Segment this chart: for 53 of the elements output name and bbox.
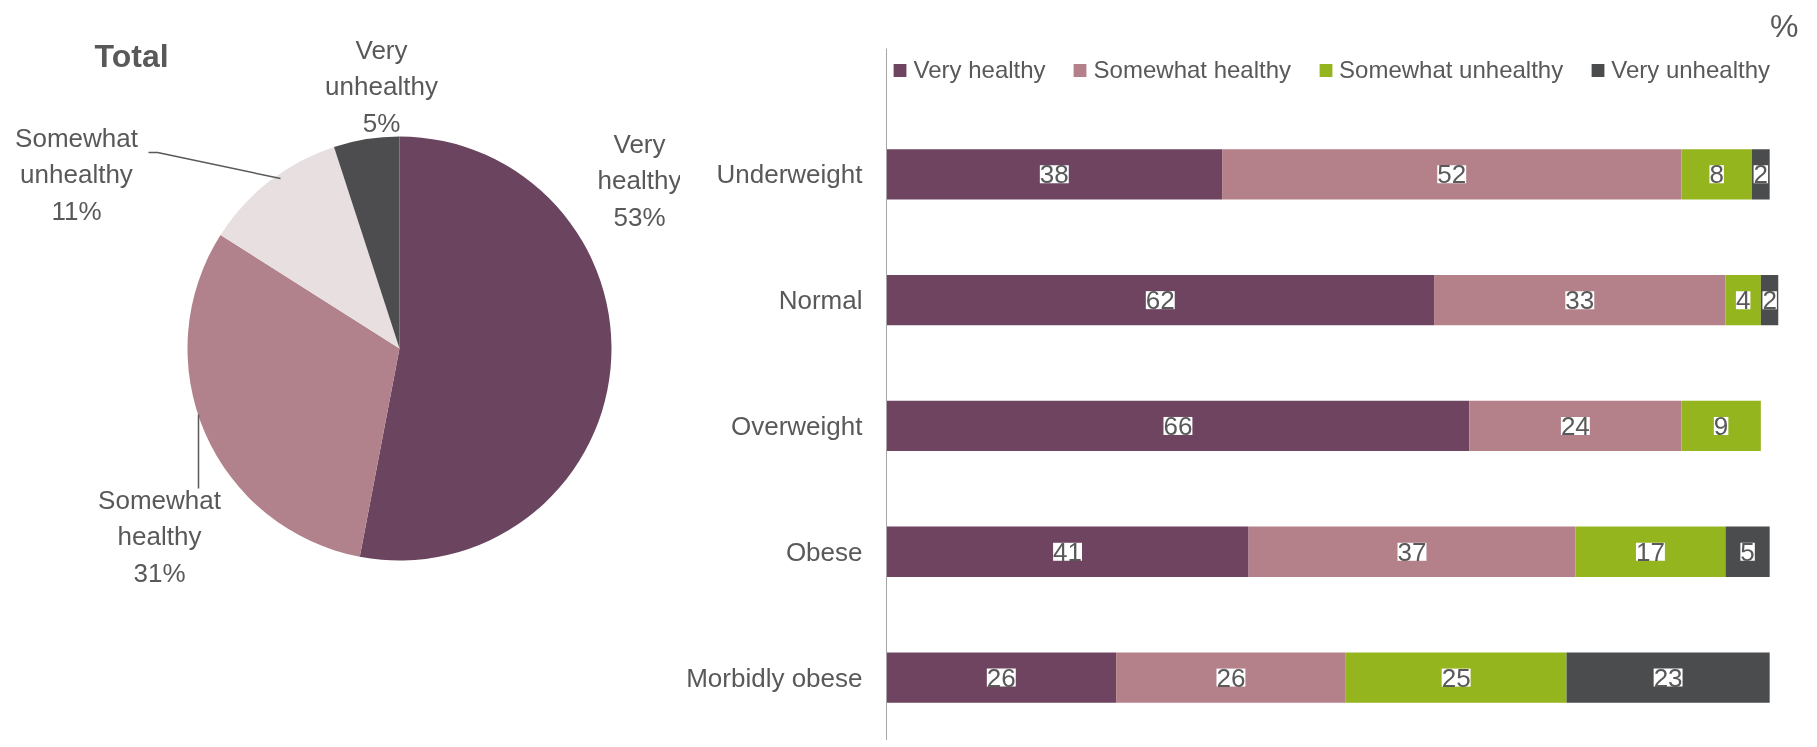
data-label: 66 [1163, 410, 1193, 441]
bar [886, 274, 1435, 326]
slice-label: Very unhealthy [325, 34, 438, 102]
x-axis-title: % [1770, 7, 1799, 44]
y-tick-label: Normal [778, 285, 863, 316]
data-label: 9 [1713, 410, 1729, 441]
data-label: 53% [613, 202, 666, 233]
data-label: 38 [1039, 159, 1069, 190]
data-label: 37 [1397, 536, 1427, 567]
data-label: 2 [1753, 159, 1769, 190]
data-label: 26 [986, 662, 1016, 693]
data-label: 17 [1635, 536, 1665, 567]
bar [1681, 149, 1753, 200]
bar [1345, 652, 1567, 703]
data-label: 11% [51, 196, 102, 227]
bar [1566, 652, 1770, 703]
data-label: 2 [1762, 285, 1777, 316]
data-label: 25 [1441, 662, 1471, 693]
bar [886, 149, 1223, 200]
data-label: 31% [133, 558, 186, 589]
bar [1434, 274, 1726, 326]
bar [886, 526, 1249, 577]
y-tick-label: Morbidly obese [686, 662, 863, 693]
data-label: 52 [1437, 159, 1467, 190]
slice-label: Somewhat unhealthy [15, 122, 139, 190]
bar [1681, 400, 1761, 452]
chart-title: Total [94, 37, 169, 74]
y-tick-label: Overweight [731, 410, 864, 441]
legend-label: Somewhat healthy [1093, 56, 1292, 84]
y-tick-label: Obese [785, 536, 863, 567]
bar [1469, 400, 1682, 452]
data-label: 62 [1145, 285, 1175, 316]
bar [1222, 149, 1682, 200]
y-tick-label: Underweight [716, 159, 864, 190]
data-label: 23 [1653, 662, 1683, 693]
slice-label: Somewhat healthy [98, 484, 222, 552]
data-label: 24 [1560, 410, 1590, 441]
data-label: 33 [1565, 285, 1595, 316]
data-label: 26 [1216, 662, 1246, 693]
data-label: 5% [362, 108, 401, 139]
bar [1248, 526, 1576, 577]
legend-label: Very unhealthy [1611, 56, 1770, 84]
bar [1116, 652, 1346, 703]
bar [886, 652, 1117, 703]
bar [1575, 526, 1726, 577]
data-label: 8 [1709, 159, 1724, 190]
bar [886, 400, 1470, 452]
legend-label: Very healthy [913, 56, 1046, 84]
data-label: 41 [1053, 536, 1083, 567]
bar [1725, 526, 1770, 577]
legend-label: Somewhat unhealthy [1339, 56, 1564, 84]
data-label: 4 [1735, 285, 1751, 316]
data-label: 5 [1740, 536, 1755, 567]
